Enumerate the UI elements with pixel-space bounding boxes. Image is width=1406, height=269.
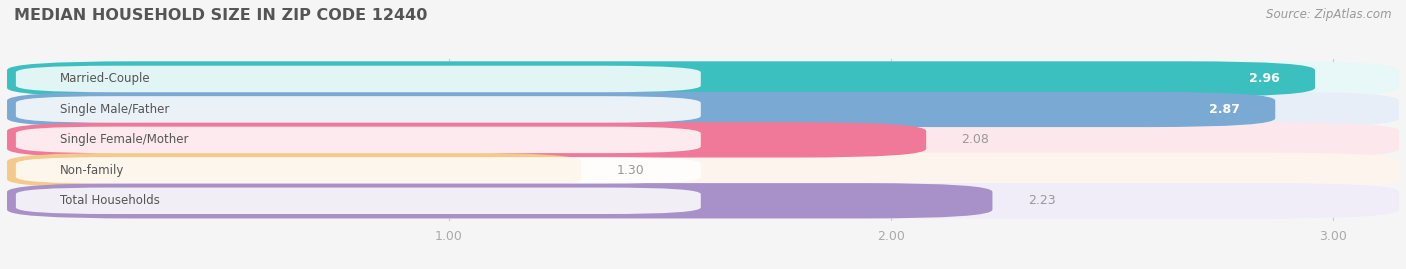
FancyBboxPatch shape bbox=[7, 183, 993, 218]
FancyBboxPatch shape bbox=[7, 122, 927, 158]
Text: Source: ZipAtlas.com: Source: ZipAtlas.com bbox=[1267, 8, 1392, 21]
Text: 2.87: 2.87 bbox=[1209, 103, 1240, 116]
Text: 1.30: 1.30 bbox=[617, 164, 644, 177]
Text: 2.96: 2.96 bbox=[1249, 72, 1279, 86]
FancyBboxPatch shape bbox=[7, 92, 1275, 127]
Text: Non-family: Non-family bbox=[60, 164, 125, 177]
FancyBboxPatch shape bbox=[15, 157, 700, 183]
FancyBboxPatch shape bbox=[7, 122, 1399, 158]
FancyBboxPatch shape bbox=[7, 61, 1399, 97]
FancyBboxPatch shape bbox=[15, 187, 700, 214]
FancyBboxPatch shape bbox=[7, 153, 582, 188]
FancyBboxPatch shape bbox=[15, 66, 700, 92]
FancyBboxPatch shape bbox=[15, 96, 700, 123]
FancyBboxPatch shape bbox=[15, 127, 700, 153]
FancyBboxPatch shape bbox=[7, 92, 1399, 127]
Text: Single Female/Mother: Single Female/Mother bbox=[60, 133, 188, 146]
FancyBboxPatch shape bbox=[7, 183, 1399, 218]
Text: MEDIAN HOUSEHOLD SIZE IN ZIP CODE 12440: MEDIAN HOUSEHOLD SIZE IN ZIP CODE 12440 bbox=[14, 8, 427, 23]
Text: Total Households: Total Households bbox=[60, 194, 160, 207]
FancyBboxPatch shape bbox=[7, 153, 1399, 188]
Text: Married-Couple: Married-Couple bbox=[60, 72, 150, 86]
FancyBboxPatch shape bbox=[7, 61, 1315, 97]
Text: Single Male/Father: Single Male/Father bbox=[60, 103, 170, 116]
Text: 2.08: 2.08 bbox=[962, 133, 990, 146]
Text: 2.23: 2.23 bbox=[1028, 194, 1056, 207]
